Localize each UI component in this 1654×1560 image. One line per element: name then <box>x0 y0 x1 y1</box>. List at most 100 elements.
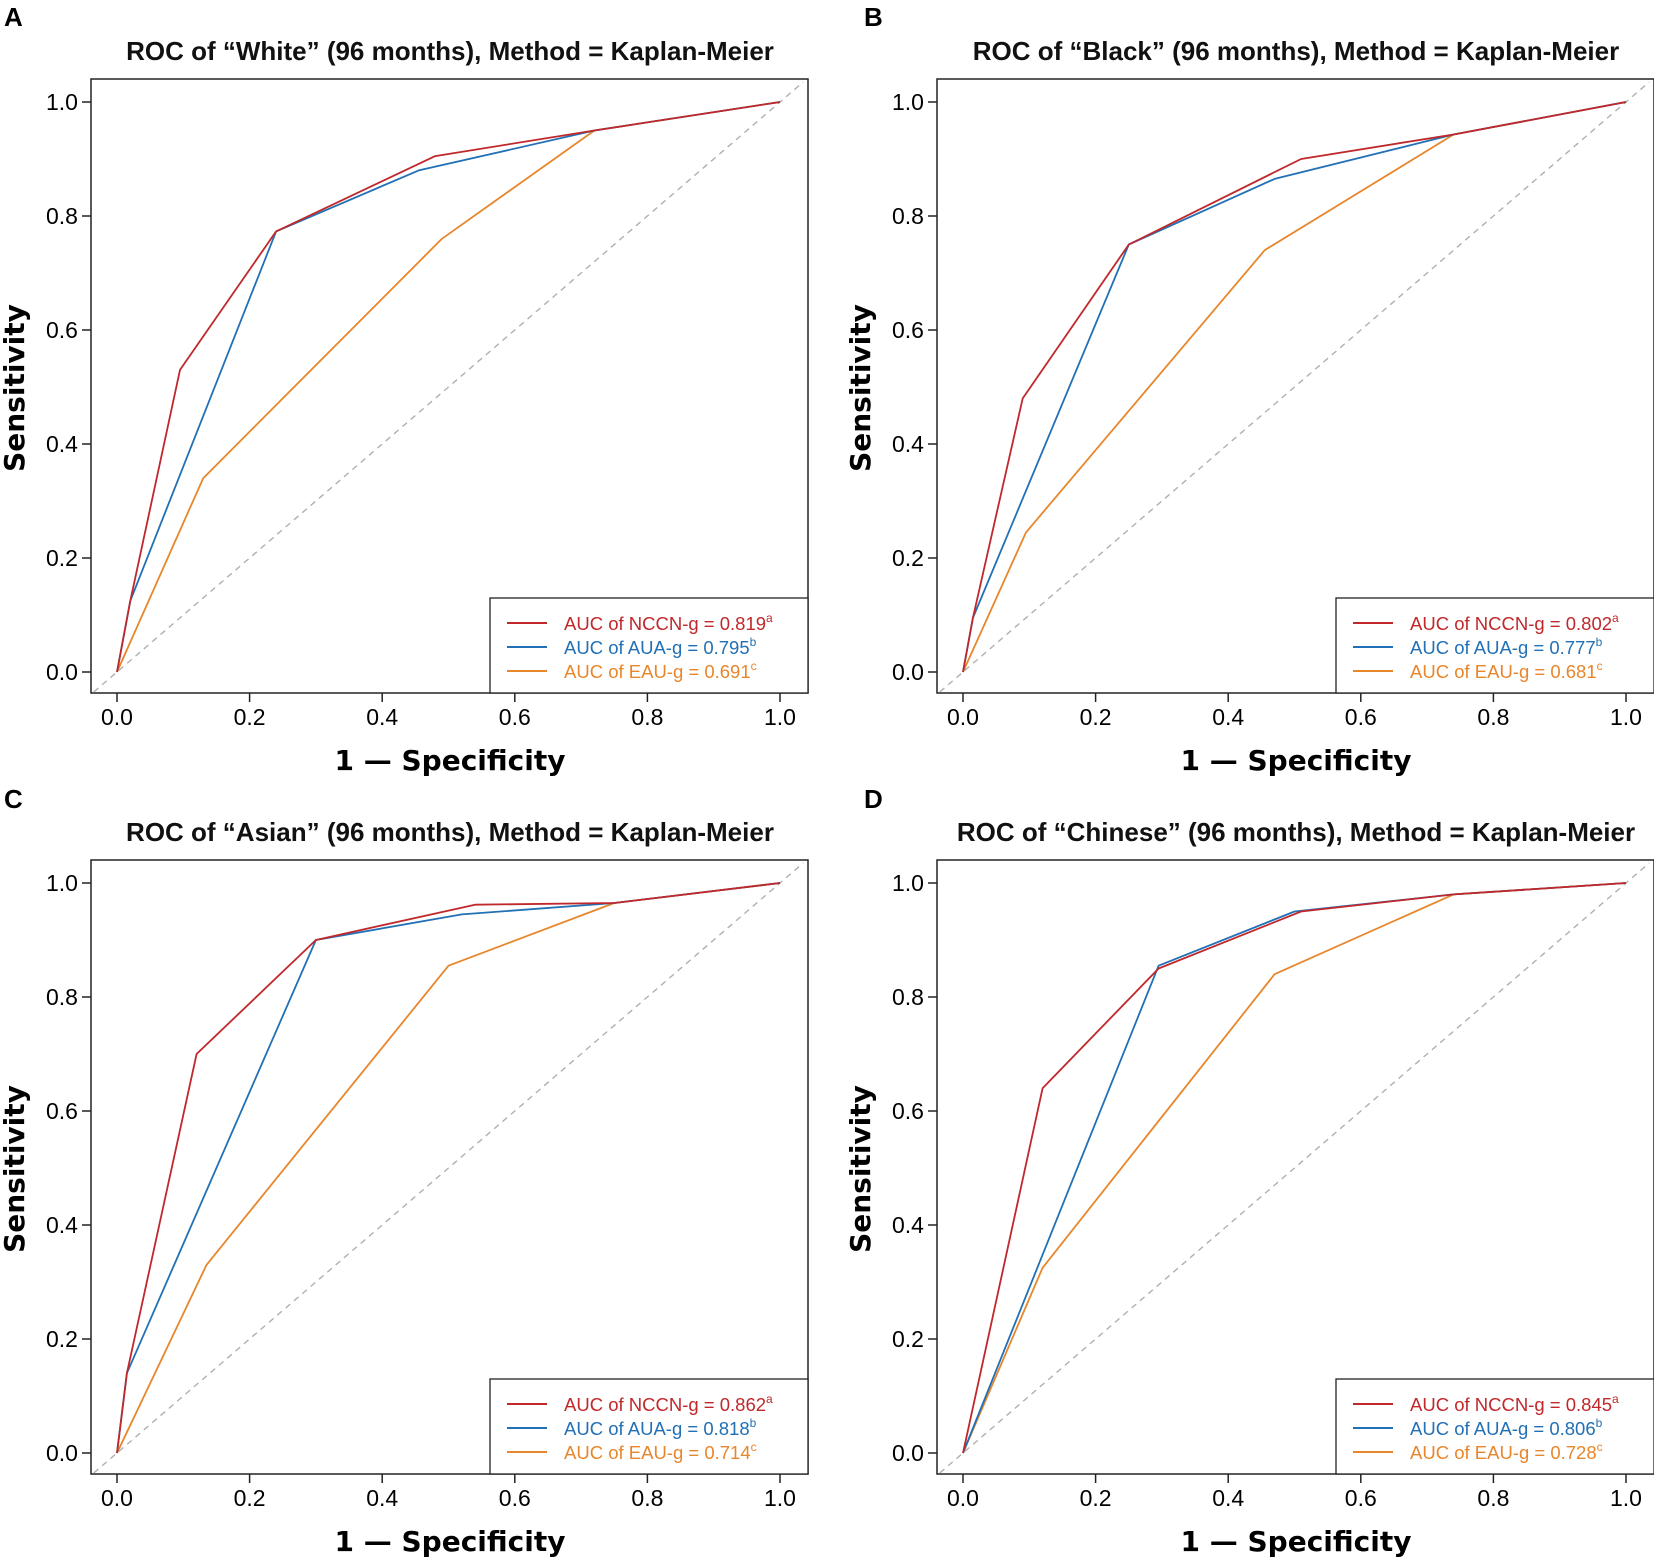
panel-a-x-axis-label: 1 — Specificity <box>335 744 566 777</box>
panel-b-legend-label-eau-g: AUC of EAU-g = 0.681c <box>1410 659 1603 682</box>
panel-a-legend-text-aua-g: AUC of AUA-g = 0.795 <box>564 637 750 658</box>
panel-d-plot-frame <box>936 859 1654 1475</box>
panel-d-y-tick-label: 0.0 <box>892 1440 924 1466</box>
panel-c-x-tick-label: 0.0 <box>101 1485 133 1511</box>
panel-b-legend-box <box>1335 597 1654 694</box>
panel-c-y-tick-label: 0.8 <box>46 984 78 1010</box>
panel-c-legend-text-aua-g: AUC of AUA-g = 0.818 <box>564 1418 750 1439</box>
panel-b-legend-label-nccn-g: AUC of NCCN-g = 0.802a <box>1410 611 1619 634</box>
panel-b-x-tick-label: 0.8 <box>1477 704 1509 730</box>
panel-d-letter: D <box>864 784 883 814</box>
panel-b-legend-sup-aua-g: b <box>1596 635 1603 649</box>
panel-d-y-axis-label: Sensitivity <box>844 1085 877 1253</box>
panel-b-letter: B <box>864 2 883 32</box>
panel-c-y-tick-label: 0.4 <box>46 1212 78 1238</box>
panel-a-x-tick-label: 0.6 <box>499 704 531 730</box>
panel-b-legend-sup-eau-g: c <box>1597 659 1603 673</box>
panel-c-legend-label-nccn-g: AUC of NCCN-g = 0.862a <box>564 1392 773 1415</box>
panel-b-legend-text-eau-g: AUC of EAU-g = 0.681 <box>1410 661 1597 682</box>
panel-d: D ROC of “Chinese” (96 months), Method = … <box>844 784 1654 1558</box>
panel-b-x-tick-label: 0.4 <box>1212 704 1244 730</box>
panel-b-roc-line-nccn-g <box>962 101 1627 673</box>
panel-b-x-axis-label: 1 — Specificity <box>1181 744 1412 777</box>
panel-c-x-tick-label: 0.6 <box>499 1485 531 1511</box>
panel-b-legend-sup-nccn-g: a <box>1612 611 1619 625</box>
panel-a-x-tick-label: 0.8 <box>631 704 663 730</box>
panel-c-x-tick-label: 1.0 <box>764 1485 796 1511</box>
panel-b-y-tick-label: 0.8 <box>892 203 924 229</box>
panel-d-legend-sup-nccn-g: a <box>1612 1392 1619 1406</box>
panel-d-x-tick-label: 0.4 <box>1212 1485 1244 1511</box>
panel-d-legend-text-aua-g: AUC of AUA-g = 0.806 <box>1410 1418 1596 1439</box>
panel-c-roc-line-nccn-g <box>116 882 781 1454</box>
panel-b-title: ROC of “Black” (96 months), Method = Kap… <box>973 36 1619 66</box>
panel-d-legend-box <box>1335 1378 1654 1475</box>
panel-b-plot-frame <box>936 78 1654 694</box>
panel-c-legend-text-eau-g: AUC of EAU-g = 0.714 <box>564 1442 751 1463</box>
panel-d-legend-text-nccn-g: AUC of NCCN-g = 0.845 <box>1410 1394 1612 1415</box>
panel-d-legend-sup-aua-g: b <box>1596 1416 1603 1430</box>
panel-c-legend-sup-nccn-g: a <box>766 1392 773 1406</box>
panel-c-legend-box <box>489 1378 809 1475</box>
panel-b-y-tick-label: 1.0 <box>892 89 924 115</box>
panel-d-x-tick-label: 0.2 <box>1080 1485 1112 1511</box>
panel-d-y-tick-label: 0.2 <box>892 1326 924 1352</box>
panel-a-x-tick-label: 0.2 <box>234 704 266 730</box>
panel-d-y-tick-label: 0.8 <box>892 984 924 1010</box>
panel-b-legend-label-aua-g: AUC of AUA-g = 0.777b <box>1410 635 1603 658</box>
panel-b-x-tick-label: 0.6 <box>1345 704 1377 730</box>
panel-c-y-tick-label: 0.6 <box>46 1098 78 1124</box>
panel-a-letter: A <box>4 2 23 32</box>
panel-b-legend-text-aua-g: AUC of AUA-g = 0.777 <box>1410 637 1596 658</box>
panel-a-plot-frame <box>90 78 809 694</box>
panel-a-legend-box <box>489 597 809 694</box>
panel-a-x-tick-label: 0.0 <box>101 704 133 730</box>
panel-a-title: ROC of “White” (96 months), Method = Kap… <box>126 36 774 66</box>
panel-d-legend-text-eau-g: AUC of EAU-g = 0.728 <box>1410 1442 1597 1463</box>
panel-a-roc-line-nccn-g <box>116 101 781 673</box>
panel-d-x-tick-label: 0.8 <box>1477 1485 1509 1511</box>
panel-c-letter: C <box>4 784 23 814</box>
panel-d-x-tick-label: 0.6 <box>1345 1485 1377 1511</box>
panel-a-y-axis-label: Sensitivity <box>0 304 31 472</box>
panel-b-reference-diagonal <box>939 81 1650 693</box>
panel-d-legend-label-nccn-g: AUC of NCCN-g = 0.845a <box>1410 1392 1619 1415</box>
panel-d-y-tick-label: 0.4 <box>892 1212 924 1238</box>
panel-a-legend-label-nccn-g: AUC of NCCN-g = 0.819a <box>564 611 773 634</box>
panel-b-x-tick-label: 0.2 <box>1080 704 1112 730</box>
panel-b-legend-text-nccn-g: AUC of NCCN-g = 0.802 <box>1410 613 1612 634</box>
panel-a-y-tick-label: 1.0 <box>46 89 78 115</box>
panel-b: B ROC of “Black” (96 months), Method = Ka… <box>844 2 1654 777</box>
panel-a-reference-diagonal <box>93 81 804 693</box>
panel-c-legend-label-aua-g: AUC of AUA-g = 0.818b <box>564 1416 757 1439</box>
panel-b-y-tick-label: 0.6 <box>892 317 924 343</box>
panel-c-y-tick-label: 0.2 <box>46 1326 78 1352</box>
panel-c-y-axis-label: Sensitivity <box>0 1085 31 1253</box>
panel-d-x-axis-label: 1 — Specificity <box>1181 1525 1412 1558</box>
panel-d-roc-line-nccn-g <box>962 882 1627 1454</box>
panel-d-title: ROC of “Chinese” (96 months), Method = K… <box>957 817 1635 847</box>
panel-c-plot-frame <box>90 859 809 1475</box>
panel-a-y-tick-label: 0.6 <box>46 317 78 343</box>
panel-a-x-tick-label: 1.0 <box>764 704 796 730</box>
panel-a-legend-label-aua-g: AUC of AUA-g = 0.795b <box>564 635 757 658</box>
panel-c-title: ROC of “Asian” (96 months), Method = Kap… <box>126 817 774 847</box>
panel-b-x-tick-label: 1.0 <box>1610 704 1642 730</box>
panel-b-x-tick-label: 0.0 <box>947 704 979 730</box>
panel-c-legend-sup-aua-g: b <box>750 1416 757 1430</box>
panel-a-y-tick-label: 0.8 <box>46 203 78 229</box>
panel-a-legend-sup-eau-g: c <box>751 659 757 673</box>
panel-d-legend: AUC of NCCN-g = 0.845a AUC of AUA-g = 0.8… <box>1335 1378 1654 1475</box>
panel-c-legend-label-eau-g: AUC of EAU-g = 0.714c <box>564 1440 757 1463</box>
panel-c-reference-diagonal <box>93 862 804 1474</box>
panel-c-x-tick-label: 0.4 <box>366 1485 398 1511</box>
panel-c-legend-sup-eau-g: c <box>751 1440 757 1454</box>
panel-c-legend-text-nccn-g: AUC of NCCN-g = 0.862 <box>564 1394 766 1415</box>
panel-d-y-tick-label: 1.0 <box>892 870 924 896</box>
panel-a-legend-sup-nccn-g: a <box>766 611 773 625</box>
panel-d-reference-diagonal <box>939 862 1650 1474</box>
panel-d-y-tick-label: 0.6 <box>892 1098 924 1124</box>
